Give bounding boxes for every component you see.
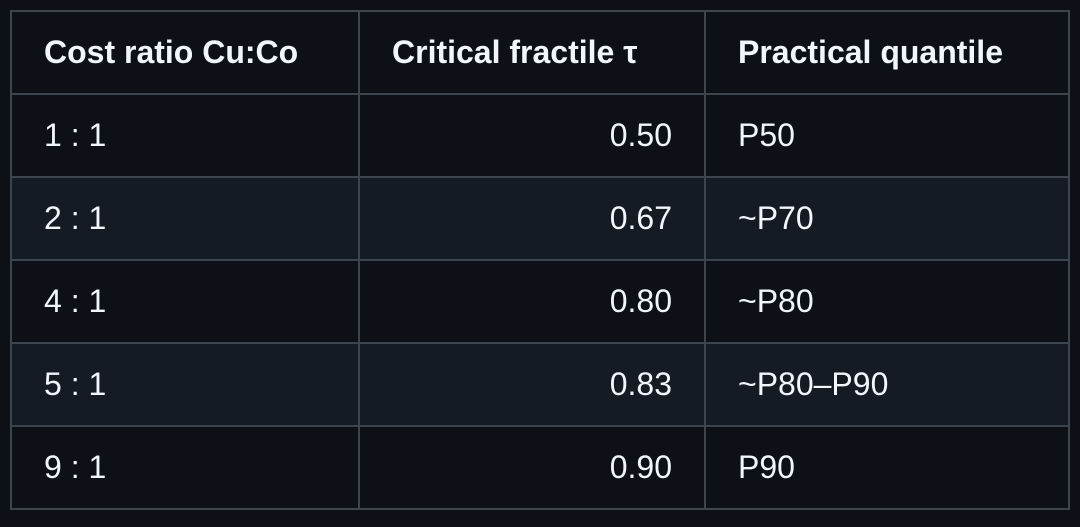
table-row: 1 : 1 0.50 P50 (10, 93, 1070, 178)
table-cell: P50 (704, 93, 1070, 178)
table-cell: 2 : 1 (10, 176, 360, 261)
header-cell: Critical fractile τ (358, 10, 706, 95)
table-head: Cost ratio Cu:Co Critical fractile τ Pract… (10, 10, 1070, 95)
table-cell: 0.50 (358, 93, 706, 178)
table-cell: 0.67 (358, 176, 706, 261)
table-cell: 4 : 1 (10, 259, 360, 344)
table-row: 9 : 1 0.90 P90 (10, 425, 1070, 510)
header-cell: Cost ratio Cu:Co (10, 10, 360, 95)
table-row: 5 : 1 0.83 ~P80–P90 (10, 342, 1070, 427)
table-cell: 9 : 1 (10, 425, 360, 510)
table-row: 4 : 1 0.80 ~P80 (10, 259, 1070, 344)
table-cell: ~P70 (704, 176, 1070, 261)
table-cell: ~P80 (704, 259, 1070, 344)
header-row: Cost ratio Cu:Co Critical fractile τ Pract… (10, 10, 1070, 95)
header-cell: Practical quantile (704, 10, 1070, 95)
data-table: Cost ratio Cu:Co Critical fractile τ Pract… (10, 10, 1070, 510)
table-cell: 0.90 (358, 425, 706, 510)
table-cell: 5 : 1 (10, 342, 360, 427)
table-body: 1 : 1 0.50 P50 2 : 1 0.67 ~P70 4 : 1 0.80 ~P80 5 … (10, 93, 1070, 510)
table-row: 2 : 1 0.67 ~P70 (10, 176, 1070, 261)
table-cell: ~P80–P90 (704, 342, 1070, 427)
table-cell: P90 (704, 425, 1070, 510)
table-cell: 0.80 (358, 259, 706, 344)
table-cell: 1 : 1 (10, 93, 360, 178)
table-cell: 0.83 (358, 342, 706, 427)
